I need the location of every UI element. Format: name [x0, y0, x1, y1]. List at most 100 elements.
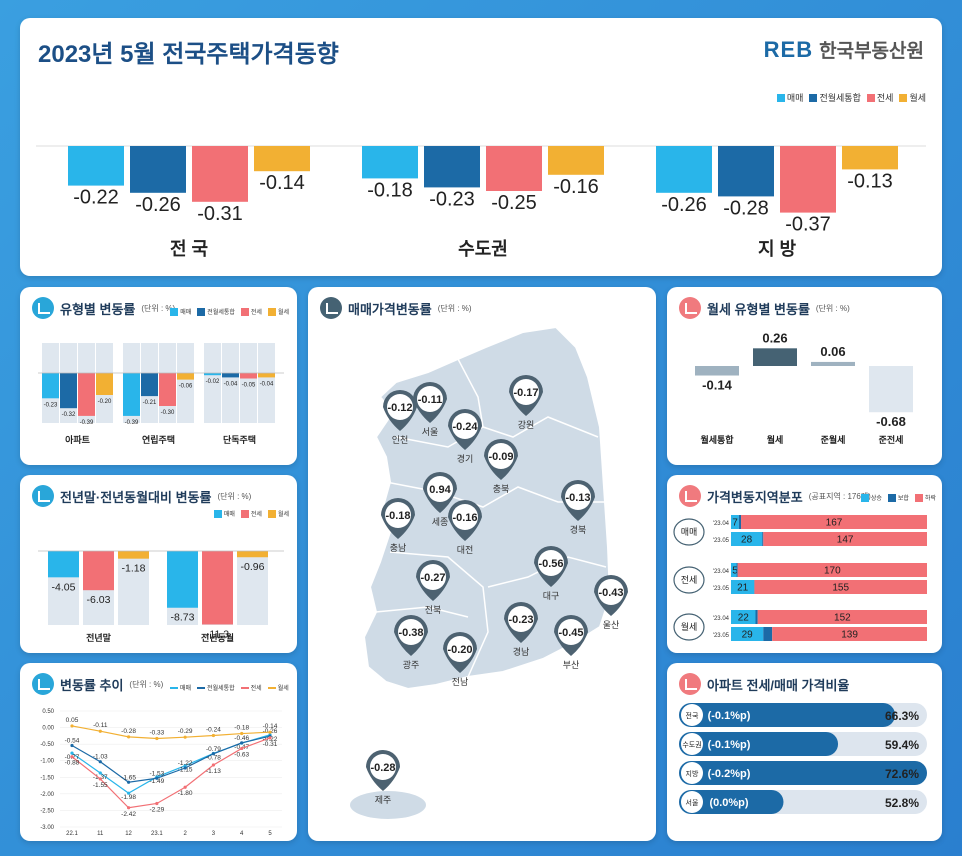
region-value: -0.20 [447, 644, 472, 656]
stacked-segment [741, 515, 927, 529]
region-value: -0.38 [398, 627, 423, 639]
dist-stacked-chart: 매매'23.0472167'23.05281147전세'23.0451170'2… [673, 515, 927, 641]
ratio-card-title: 아파트 전세/매매 가격비율 [679, 673, 849, 695]
x-tick-label: 3 [212, 831, 216, 837]
bar-value-label: -0.21 [143, 400, 157, 406]
bar-background [204, 343, 221, 423]
region-name: 제주 [375, 795, 392, 805]
type-card-title: 유형별 변동률 (단위 : %) [32, 297, 175, 319]
page-title: 2023년 5월 전국주택가격동향 [38, 41, 339, 68]
data-point [98, 760, 102, 764]
data-label: -1.55 [93, 782, 108, 789]
region-name: 전국 [686, 711, 699, 720]
data-point [70, 743, 74, 748]
category-label: 월세 [767, 434, 784, 445]
bar-value-label: -0.26 [135, 194, 181, 216]
yoy-bar-chart: -4.05 -6.03 -1.18 전년말 -8.73 -11.3 -0.96 전년동월 [38, 550, 284, 643]
bar-value-label: -4.05 [52, 581, 76, 593]
legend-swatch [899, 93, 908, 102]
bar [118, 551, 149, 559]
region-value: -0.12 [387, 402, 412, 414]
pin-face [598, 579, 624, 605]
bar-value-label: -11.3 [206, 628, 229, 640]
jeju-shape [350, 791, 426, 819]
region-value: -0.13 [565, 492, 590, 504]
y-tick-label: -2.50 [40, 808, 54, 814]
period-label: '23.04 [713, 569, 730, 575]
pin-face [565, 484, 591, 510]
data-point [240, 731, 244, 736]
bar [42, 373, 59, 399]
pin-face [385, 502, 411, 528]
period-label: '23.05 [713, 538, 730, 544]
data-label: -1.49 [149, 778, 164, 785]
chart-icon [679, 297, 701, 319]
data-label: -0.33 [149, 730, 164, 737]
bar-value-label: -0.23 [44, 402, 58, 408]
bar-value-label: -1.18 [122, 563, 146, 575]
bar [424, 146, 480, 188]
region-border [375, 606, 469, 618]
pin-face [387, 394, 413, 420]
bar-fill [679, 732, 839, 756]
korea-map: -0.12 인천 -0.11 서울 -0.24 경기 -0.17 강원 -0.09 충북 0.94 세… [350, 325, 628, 819]
region-value: -0.28 [370, 762, 395, 774]
data-point [126, 806, 131, 810]
region-border [395, 416, 599, 448]
data-point [98, 777, 102, 781]
region-name: 충남 [390, 543, 407, 553]
bar [486, 146, 542, 191]
region-name: 충북 [493, 484, 510, 494]
stacked-segment [762, 532, 764, 546]
pin-face [447, 636, 473, 662]
data-point [211, 733, 216, 738]
bar [718, 146, 774, 197]
group-badge [673, 518, 705, 546]
segment-label: 170 [824, 566, 841, 577]
bar-value-label: -0.28 [723, 197, 769, 219]
bar-value-label: -0.06 [179, 384, 193, 390]
x-tick-label: 12 [125, 831, 132, 837]
pin-face [398, 619, 424, 645]
category-label: 월세통합 [700, 434, 734, 445]
wolse-bar-chart: -0.14 월세통합 0.26 월세 0.06 준월세 -0.68 준전세 [695, 330, 913, 445]
region-name: 전북 [425, 605, 442, 615]
bar-value-label: -0.39 [125, 420, 139, 426]
data-label: -1.15 [178, 767, 193, 774]
stacked-segment [772, 627, 927, 641]
type-card: 유형별 변동률 (단위 : %) 매매 전월세통합 전세 월세 -0.23 -0.3… [20, 287, 297, 465]
x-tick-label: 2 [183, 831, 187, 837]
data-label: -0.54 [65, 737, 80, 744]
ratio-value: 72.6% [885, 767, 919, 781]
x-tick-label: 23.1 [151, 831, 163, 837]
group-badge [673, 613, 705, 641]
region-value: -0.18 [385, 510, 410, 522]
data-point [70, 724, 74, 728]
region-value: -0.17 [513, 387, 538, 399]
bar [78, 373, 95, 416]
data-point [98, 771, 102, 775]
stacked-segment [737, 563, 927, 577]
data-label: -0.28 [121, 728, 136, 735]
chart-icon [32, 485, 54, 507]
y-tick-label: -2.00 [40, 792, 54, 798]
brand-logo-icon: REB [763, 36, 814, 62]
data-point [155, 801, 159, 806]
brand-name: 한국부동산원 [819, 41, 924, 62]
pin-face [488, 443, 514, 469]
bar [869, 366, 913, 413]
data-label: -1.22 [178, 760, 193, 767]
bar-value-label: -0.16 [553, 176, 599, 198]
top-bar-chart: -0.22 -0.26 -0.31 -0.14 전 국 -0.18 -0.23 -0.25 -0… [36, 145, 926, 259]
bar [204, 373, 221, 376]
legend-item: 매매 [776, 91, 803, 104]
y-tick-label: -0.50 [40, 742, 54, 748]
bar-value-label: -0.23 [429, 188, 475, 210]
bar-value-label: -0.14 [259, 172, 305, 194]
data-label: -2.29 [149, 806, 164, 813]
bar [811, 361, 855, 366]
period-label: '23.05 [713, 633, 730, 639]
bar [83, 551, 114, 591]
bar-fill [679, 761, 927, 785]
type-legend: 매매 전월세통합 전세 월세 [170, 307, 289, 316]
